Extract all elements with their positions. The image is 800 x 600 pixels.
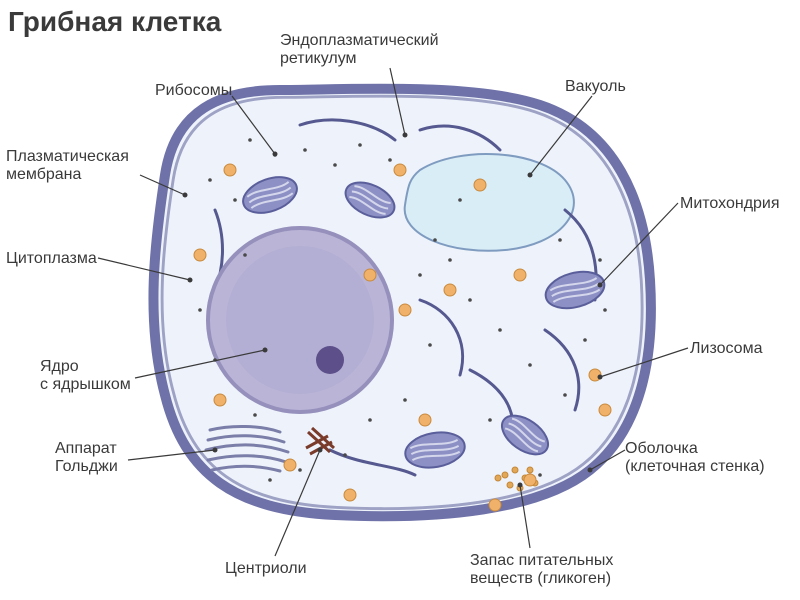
ribosome bbox=[418, 273, 422, 277]
ribosome bbox=[558, 238, 562, 242]
ribosome bbox=[303, 148, 307, 152]
glycogen-granule bbox=[507, 482, 513, 488]
cell-diagram bbox=[0, 0, 800, 600]
ribosome bbox=[253, 413, 257, 417]
label-glycogen: Запас питательных веществ (гликоген) bbox=[470, 552, 613, 589]
ribosome bbox=[468, 298, 472, 302]
label-er: Эндоплазматический ретикулум bbox=[280, 32, 439, 69]
ribosome bbox=[598, 258, 602, 262]
ribosome bbox=[388, 158, 392, 162]
glycogen-granule bbox=[495, 475, 501, 481]
label-mito: Митохондрия bbox=[680, 195, 780, 213]
label-dot-vacuole bbox=[528, 173, 533, 178]
glycogen-granule bbox=[527, 467, 533, 473]
label-nucleus: Ядро с ядрышком bbox=[40, 358, 131, 395]
lysosome bbox=[344, 489, 356, 501]
lysosome bbox=[599, 404, 611, 416]
label-ribosomes: Рибосомы bbox=[155, 82, 232, 100]
lysosome bbox=[394, 164, 406, 176]
label-wall: Оболочка (клеточная стенка) bbox=[625, 440, 765, 477]
lysosome bbox=[444, 284, 456, 296]
lysosome bbox=[474, 179, 486, 191]
label-dot-membrane bbox=[183, 193, 188, 198]
label-cytoplasm: Цитоплазма bbox=[6, 250, 97, 268]
lysosome bbox=[514, 269, 526, 281]
ribosome bbox=[538, 473, 542, 477]
lysosome bbox=[489, 499, 501, 511]
ribosome bbox=[208, 178, 212, 182]
label-dot-lysosome bbox=[598, 375, 603, 380]
ribosome bbox=[448, 258, 452, 262]
ribosome bbox=[268, 478, 272, 482]
ribosome bbox=[433, 238, 437, 242]
diagram-title: Грибная клетка bbox=[8, 6, 221, 38]
label-dot-wall bbox=[588, 468, 593, 473]
nucleolus bbox=[316, 346, 344, 374]
label-dot-er bbox=[403, 133, 408, 138]
ribosome bbox=[403, 398, 407, 402]
label-lysosome: Лизосома bbox=[690, 340, 762, 358]
ribosome bbox=[603, 308, 607, 312]
label-dot-golgi bbox=[213, 448, 218, 453]
label-dot-centrioles bbox=[318, 448, 323, 453]
label-dot-cytoplasm bbox=[188, 278, 193, 283]
lysosome bbox=[214, 394, 226, 406]
lysosome bbox=[419, 414, 431, 426]
ribosome bbox=[198, 308, 202, 312]
label-centrioles: Центриоли bbox=[225, 560, 307, 578]
ribosome bbox=[488, 418, 492, 422]
label-membrane: Плазматическая мембрана bbox=[6, 148, 129, 185]
vacuole bbox=[405, 154, 574, 251]
ribosome bbox=[368, 418, 372, 422]
ribosome bbox=[528, 363, 532, 367]
ribosome bbox=[563, 393, 567, 397]
label-golgi: Аппарат Гольджи bbox=[55, 440, 118, 477]
ribosome bbox=[583, 338, 587, 342]
ribosome bbox=[358, 143, 362, 147]
ribosome bbox=[343, 453, 347, 457]
ribosome bbox=[428, 343, 432, 347]
ribosome bbox=[458, 198, 462, 202]
lysosome bbox=[399, 304, 411, 316]
ribosome bbox=[248, 138, 252, 142]
glycogen-granule bbox=[502, 472, 508, 478]
lysosome bbox=[224, 164, 236, 176]
label-dot-ribosomes bbox=[273, 152, 278, 157]
label-dot-glycogen bbox=[518, 483, 523, 488]
lysosome bbox=[364, 269, 376, 281]
label-dot-nucleus bbox=[263, 348, 268, 353]
lysosome bbox=[524, 474, 536, 486]
ribosome bbox=[243, 253, 247, 257]
glycogen-granule bbox=[512, 467, 518, 473]
label-dot-mito bbox=[598, 283, 603, 288]
lysosome bbox=[194, 249, 206, 261]
lysosome bbox=[284, 459, 296, 471]
ribosome bbox=[233, 198, 237, 202]
label-vacuole: Вакуоль bbox=[565, 78, 626, 96]
ribosome bbox=[298, 468, 302, 472]
ribosome bbox=[333, 163, 337, 167]
ribosome bbox=[498, 328, 502, 332]
